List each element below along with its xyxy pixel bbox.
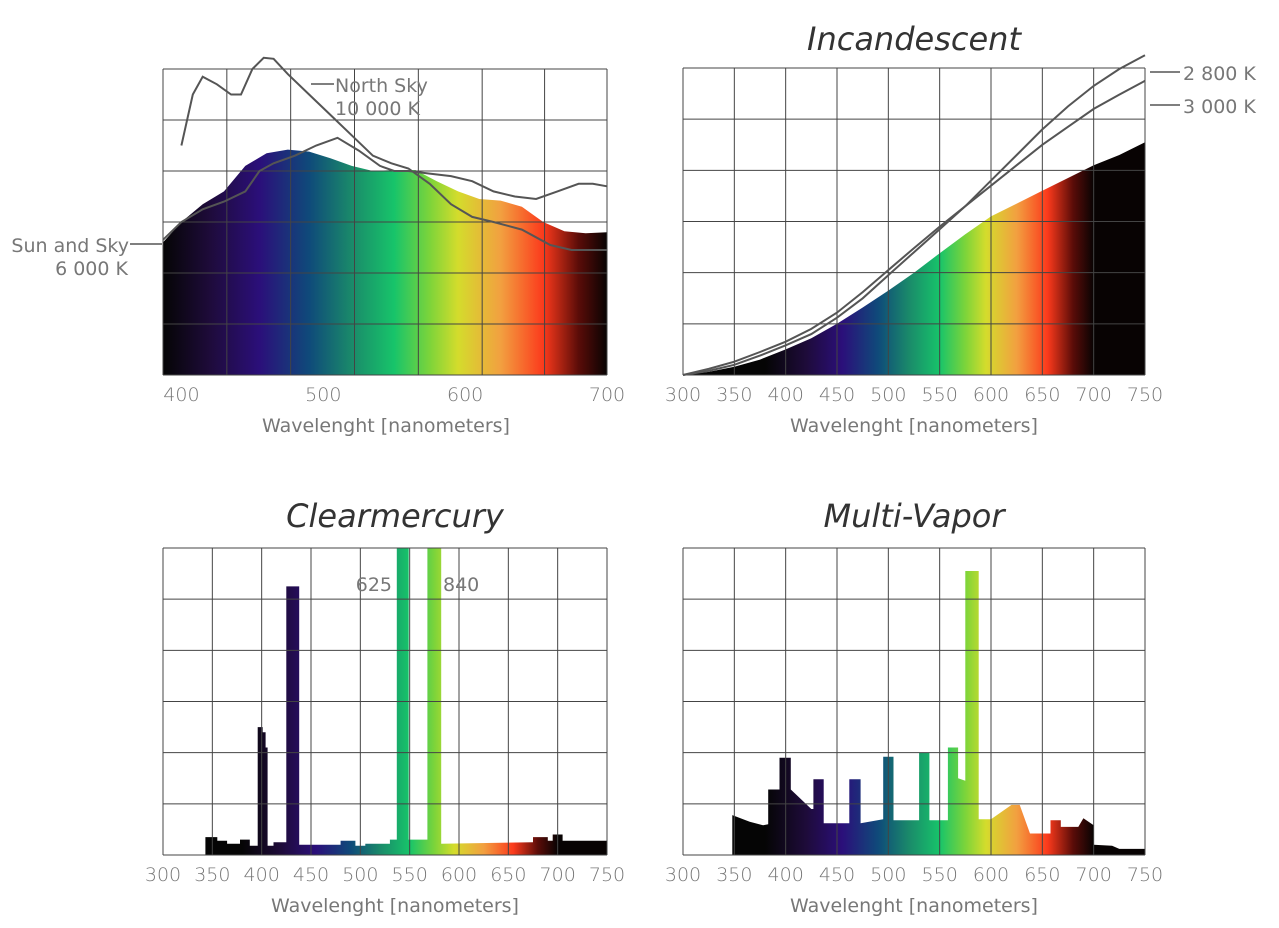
incandescent-title: Incandescent bbox=[807, 20, 1022, 58]
clearmercury-x-tick-5: 550 bbox=[392, 864, 428, 886]
3000k-annotation: 3 000 K bbox=[1150, 96, 1256, 118]
clearmercury-x-tick-2: 400 bbox=[244, 864, 280, 886]
multivapor-x-tick-7: 650 bbox=[1024, 864, 1060, 886]
daylight-curve-1 bbox=[162, 136, 608, 241]
incandescent-x-tick-0: 300 bbox=[665, 384, 701, 406]
incandescent-curve-0 bbox=[682, 54, 1146, 376]
clearmercury-x-axis-label: Wavelenght [nanometers] bbox=[271, 895, 519, 917]
multivapor-x-tick-3: 450 bbox=[819, 864, 855, 886]
multivapor-x-tick-0: 300 bbox=[665, 864, 701, 886]
incandescent-x-tick-7: 650 bbox=[1024, 384, 1060, 406]
2800k-label: 2 800 K bbox=[1183, 63, 1256, 85]
incandescent-chart: Incandescent 300 350 400 450 500 550 600 650 700… bbox=[665, 20, 1257, 437]
multivapor-title: Multi-Vapor bbox=[824, 497, 1007, 535]
incandescent-x-tick-6: 600 bbox=[973, 384, 1009, 406]
north-sky-label: North Sky bbox=[335, 75, 428, 97]
sun-and-sky-temperature: 6 000 K bbox=[55, 258, 128, 280]
multivapor-x-tick-4: 500 bbox=[870, 864, 906, 886]
clearmercury-x-tick-6: 600 bbox=[441, 864, 477, 886]
incandescent-curve-1 bbox=[682, 79, 1146, 376]
multivapor-x-tick-9: 750 bbox=[1127, 864, 1163, 886]
clearmercury-x-tick-1: 350 bbox=[194, 864, 230, 886]
multivapor-chart: Multi-Vapor 300 350 400 450 500 550 600 650 700 7… bbox=[665, 497, 1163, 917]
peak-840-label: 840 bbox=[443, 574, 479, 596]
clearmercury-x-tick-4: 500 bbox=[342, 864, 378, 886]
multivapor-x-axis-label: Wavelenght [nanometers] bbox=[790, 895, 1038, 917]
incandescent-spectral-fill bbox=[683, 142, 1145, 375]
incandescent-x-axis-label: Wavelenght [nanometers] bbox=[790, 415, 1038, 437]
clearmercury-x-tick-9: 750 bbox=[589, 864, 625, 886]
daylight-x-tick-1: 500 bbox=[305, 384, 341, 406]
incandescent-x-tick-8: 700 bbox=[1076, 384, 1112, 406]
daylight-chart: 400 500 600 700 Wavelenght [nanometers] Nor… bbox=[11, 56, 625, 437]
3000k-label: 3 000 K bbox=[1183, 96, 1256, 118]
clearmercury-chart: Clearmercury 300 350 400 450 500 550 600 650 700… bbox=[145, 497, 625, 917]
multivapor-x-tick-6: 600 bbox=[973, 864, 1009, 886]
daylight-spectral-fill bbox=[163, 149, 607, 375]
incandescent-x-tick-3: 450 bbox=[819, 384, 855, 406]
multivapor-x-tick-5: 550 bbox=[922, 864, 958, 886]
north-sky-temperature: 10 000 K bbox=[335, 98, 421, 120]
daylight-x-axis-label: Wavelenght [nanometers] bbox=[262, 415, 510, 437]
daylight-curve-0 bbox=[180, 56, 607, 251]
clearmercury-x-tick-3: 450 bbox=[293, 864, 329, 886]
north-sky-annotation: North Sky 10 000 K bbox=[311, 75, 428, 120]
incandescent-x-tick-1: 350 bbox=[716, 384, 752, 406]
daylight-x-tick-0: 400 bbox=[163, 384, 199, 406]
sun-and-sky-annotation: Sun and Sky 6 000 K bbox=[11, 235, 162, 280]
clearmercury-title: Clearmercury bbox=[286, 497, 505, 535]
multivapor-x-tick-8: 700 bbox=[1076, 864, 1112, 886]
incandescent-x-tick-2: 400 bbox=[768, 384, 804, 406]
clearmercury-x-tick-7: 650 bbox=[490, 864, 526, 886]
sun-and-sky-label: Sun and Sky bbox=[11, 235, 129, 257]
incandescent-x-tick-9: 750 bbox=[1127, 384, 1163, 406]
clearmercury-x-tick-0: 300 bbox=[145, 864, 181, 886]
incandescent-x-tick-5: 550 bbox=[922, 384, 958, 406]
daylight-x-tick-2: 600 bbox=[447, 384, 483, 406]
daylight-x-tick-3: 700 bbox=[589, 384, 625, 406]
multivapor-spectral-fill bbox=[732, 571, 1145, 855]
incandescent-x-tick-4: 500 bbox=[870, 384, 906, 406]
clearmercury-x-tick-8: 700 bbox=[540, 864, 576, 886]
peak-625-label: 625 bbox=[356, 574, 392, 596]
multivapor-x-tick-1: 350 bbox=[716, 864, 752, 886]
2800k-annotation: 2 800 K bbox=[1150, 63, 1256, 85]
multivapor-x-tick-2: 400 bbox=[768, 864, 804, 886]
